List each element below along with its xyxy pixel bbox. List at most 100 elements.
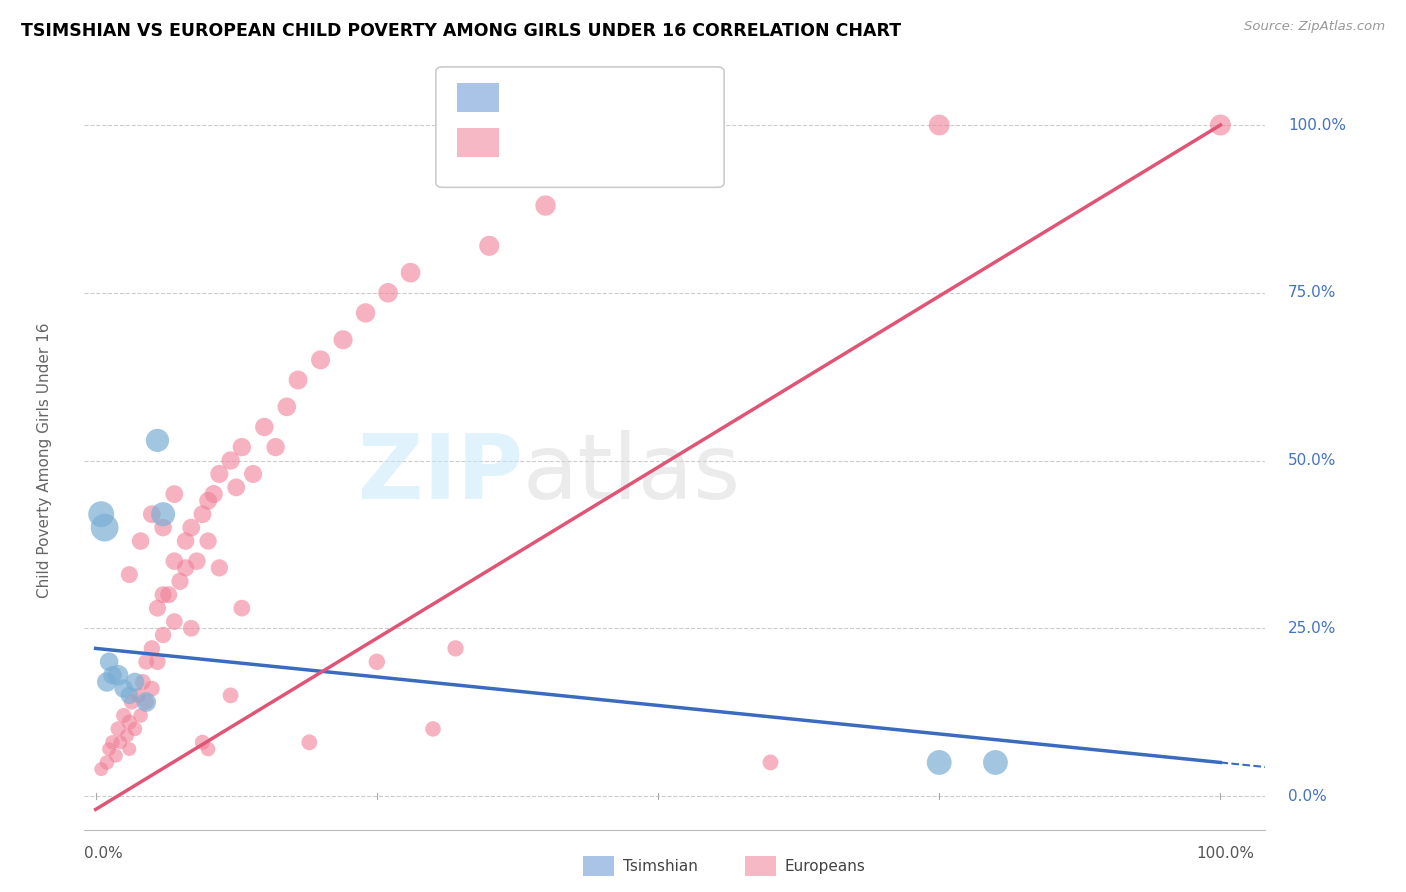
Point — [984, 756, 1007, 770]
Text: Tsimshian: Tsimshian — [623, 859, 697, 873]
Point — [98, 655, 121, 669]
Point — [163, 615, 186, 629]
Point — [104, 748, 127, 763]
Text: atlas: atlas — [523, 430, 741, 518]
Point — [163, 487, 186, 501]
Point — [152, 588, 174, 602]
Point — [96, 675, 118, 690]
Point — [478, 239, 501, 253]
Point — [90, 507, 112, 521]
Point — [146, 655, 169, 669]
Text: 70: 70 — [644, 134, 669, 152]
Point — [191, 735, 214, 749]
Point — [124, 722, 146, 736]
Text: Child Poverty Among Girls Under 16: Child Poverty Among Girls Under 16 — [38, 323, 52, 599]
Text: R =: R = — [509, 134, 546, 152]
Text: 0.0%: 0.0% — [1288, 789, 1327, 804]
Point — [759, 756, 782, 770]
Point — [146, 434, 169, 448]
Point — [1209, 118, 1232, 132]
Point — [225, 480, 247, 494]
Point — [197, 493, 219, 508]
Point — [202, 487, 225, 501]
Text: Europeans: Europeans — [785, 859, 866, 873]
Point — [276, 400, 298, 414]
Point — [332, 333, 354, 347]
Point — [146, 601, 169, 615]
Point — [208, 467, 231, 481]
Point — [174, 534, 197, 549]
Point — [219, 689, 242, 703]
Point — [101, 668, 124, 682]
Point — [208, 561, 231, 575]
Point — [377, 285, 399, 300]
Point — [121, 695, 143, 709]
Text: -0.398: -0.398 — [544, 89, 609, 107]
Point — [118, 715, 141, 730]
Point — [118, 567, 141, 582]
Text: Source: ZipAtlas.com: Source: ZipAtlas.com — [1244, 20, 1385, 33]
Point — [115, 729, 138, 743]
Point — [90, 762, 112, 776]
Point — [444, 641, 467, 656]
Point — [141, 507, 163, 521]
Point — [174, 561, 197, 575]
Point — [928, 118, 950, 132]
Point — [129, 534, 152, 549]
Point — [93, 521, 115, 535]
Point — [107, 668, 129, 682]
Point — [242, 467, 264, 481]
Point — [422, 722, 444, 736]
Point — [186, 554, 208, 568]
Text: ZIP: ZIP — [359, 430, 523, 518]
Point — [264, 440, 287, 454]
Text: 100.0%: 100.0% — [1288, 118, 1346, 133]
Point — [231, 601, 253, 615]
Text: 25.0%: 25.0% — [1288, 621, 1336, 636]
Point — [110, 735, 132, 749]
Point — [197, 742, 219, 756]
Point — [253, 420, 276, 434]
Point — [112, 708, 135, 723]
Text: R =: R = — [509, 89, 546, 107]
Point — [132, 675, 155, 690]
Point — [366, 655, 388, 669]
Point — [135, 695, 157, 709]
Point — [101, 735, 124, 749]
Point — [169, 574, 191, 589]
Point — [124, 675, 146, 690]
Point — [180, 521, 202, 535]
Point — [197, 534, 219, 549]
Point — [219, 453, 242, 467]
Point — [129, 708, 152, 723]
Point — [118, 742, 141, 756]
Text: N =: N = — [609, 134, 645, 152]
Point — [163, 554, 186, 568]
Point — [191, 507, 214, 521]
Text: 14: 14 — [644, 89, 669, 107]
Point — [399, 266, 422, 280]
Point — [127, 689, 149, 703]
Point — [354, 306, 377, 320]
Point — [231, 440, 253, 454]
Point — [180, 621, 202, 635]
Text: 50.0%: 50.0% — [1288, 453, 1336, 468]
Text: 0.754: 0.754 — [544, 134, 600, 152]
Point — [928, 756, 950, 770]
Point — [534, 198, 557, 212]
Point — [135, 655, 157, 669]
Point — [118, 689, 141, 703]
Text: 0.0%: 0.0% — [84, 847, 124, 862]
Point — [309, 352, 332, 367]
Point — [98, 742, 121, 756]
Point — [135, 695, 157, 709]
Text: 100.0%: 100.0% — [1197, 847, 1254, 862]
Point — [287, 373, 309, 387]
Point — [298, 735, 321, 749]
Point — [141, 681, 163, 696]
Point — [152, 507, 174, 521]
Text: 75.0%: 75.0% — [1288, 285, 1336, 301]
Point — [152, 628, 174, 642]
Point — [141, 641, 163, 656]
Text: N =: N = — [609, 89, 645, 107]
